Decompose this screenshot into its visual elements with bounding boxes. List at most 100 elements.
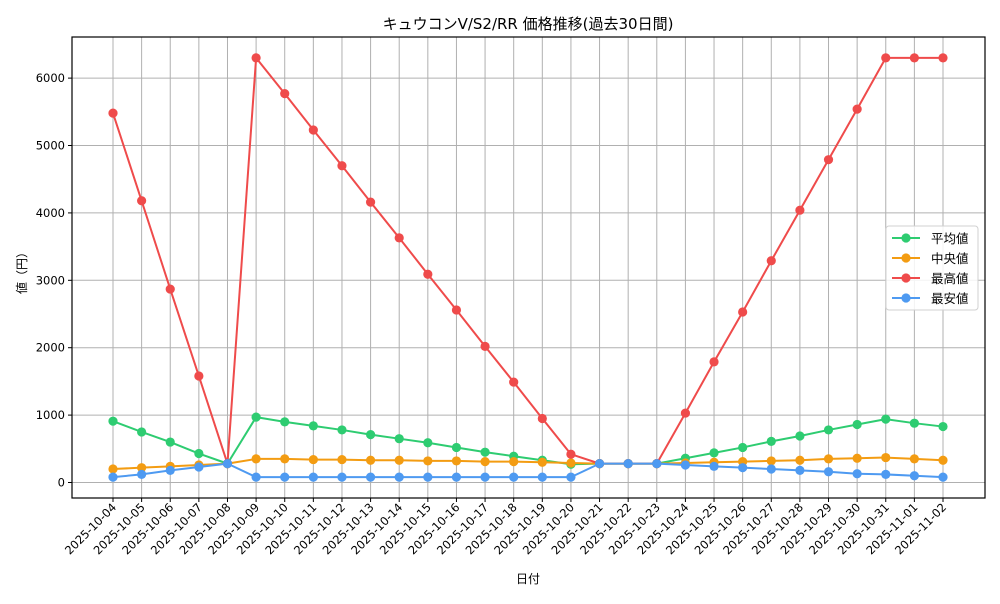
data-point: [795, 205, 805, 215]
data-point: [451, 442, 462, 453]
data-point: [480, 447, 490, 457]
data-point: [795, 431, 805, 441]
series-line: [112, 416, 944, 466]
data-point: [280, 454, 290, 464]
data-point: [537, 457, 547, 467]
data-point: [194, 448, 204, 459]
data-point: [537, 413, 547, 424]
data-point: [938, 53, 948, 63]
data-point: [108, 464, 118, 474]
data-point: [165, 437, 175, 447]
data-point: [308, 421, 318, 431]
data-point: [766, 464, 776, 474]
data-point: [537, 472, 547, 482]
data-point: [509, 377, 519, 387]
data-point: [423, 456, 433, 466]
data-point: [938, 421, 948, 432]
legend-item: 最高値: [892, 271, 969, 286]
data-point: [909, 53, 919, 63]
y-tick-label: 6000: [36, 71, 65, 85]
data-point: [680, 408, 691, 418]
data-point: [451, 305, 462, 315]
data-point: [823, 425, 834, 435]
data-point: [738, 307, 748, 317]
data-point: [394, 455, 404, 465]
series-lines: [108, 53, 948, 482]
data-point: [852, 419, 862, 430]
data-point: [137, 427, 147, 437]
data-point: [738, 463, 748, 473]
legend-item: 最安値: [892, 291, 969, 306]
data-point: [108, 416, 118, 426]
data-point: [251, 454, 261, 464]
y-axis-label: 値（円）: [14, 246, 29, 294]
data-point: [308, 472, 318, 482]
series-line: [112, 462, 944, 479]
data-point: [566, 449, 576, 459]
data-point: [165, 284, 175, 294]
legend-label: 平均値: [931, 231, 969, 246]
data-point: [137, 196, 147, 206]
data-point: [766, 436, 776, 446]
data-point: [938, 472, 948, 482]
data-point: [280, 89, 290, 99]
data-point: [423, 269, 433, 279]
data-point: [852, 453, 862, 463]
data-point: [766, 456, 776, 466]
y-axis-ticks: 0 1000 2000 3000 4000 5000 6000: [36, 71, 72, 489]
legend-marker-icon: [901, 293, 911, 303]
data-point: [451, 472, 462, 482]
data-point: [938, 455, 948, 465]
y-tick-label: 2000: [36, 341, 65, 355]
data-point: [423, 438, 433, 448]
grid-lines: [72, 37, 985, 498]
data-point: [852, 469, 862, 479]
chart-title: キュウコンV/S2/RR 価格推移(過去30日間): [383, 15, 674, 33]
data-point: [823, 467, 834, 477]
series-line: [112, 456, 944, 471]
data-point: [566, 472, 576, 482]
data-point: [680, 460, 691, 470]
series-0: [108, 412, 948, 469]
legend-label: 最高値: [931, 271, 969, 286]
x-axis-ticks: 2025-10-042025-10-052025-10-062025-10-07…: [62, 498, 949, 557]
series-3: [108, 459, 948, 482]
y-tick-label: 4000: [36, 206, 65, 220]
y-tick-label: 5000: [36, 139, 65, 153]
data-point: [909, 454, 919, 464]
data-point: [280, 417, 290, 427]
data-point: [738, 442, 748, 453]
data-point: [709, 448, 719, 458]
data-point: [594, 459, 605, 469]
data-point: [337, 425, 347, 435]
data-point: [795, 455, 805, 465]
data-point: [766, 256, 776, 266]
legend-marker-icon: [901, 273, 911, 283]
data-point: [881, 469, 891, 480]
data-point: [251, 472, 261, 482]
data-point: [308, 125, 318, 135]
data-point: [480, 457, 490, 467]
data-point: [137, 469, 147, 480]
data-point: [709, 357, 719, 367]
legend-marker-icon: [901, 233, 911, 243]
data-point: [365, 472, 376, 482]
legend-item: 平均値: [892, 231, 969, 246]
data-point: [480, 472, 490, 482]
data-point: [509, 457, 519, 467]
data-point: [194, 371, 204, 381]
data-point: [709, 461, 719, 471]
data-point: [251, 53, 261, 63]
data-point: [251, 412, 261, 422]
series-line: [112, 56, 943, 465]
series-2: [108, 53, 948, 469]
data-point: [881, 53, 891, 63]
data-point: [823, 454, 834, 464]
y-tick-label: 3000: [36, 273, 65, 287]
legend-box: [885, 225, 979, 311]
data-point: [165, 465, 175, 475]
legend-label: 中央値: [931, 251, 969, 266]
